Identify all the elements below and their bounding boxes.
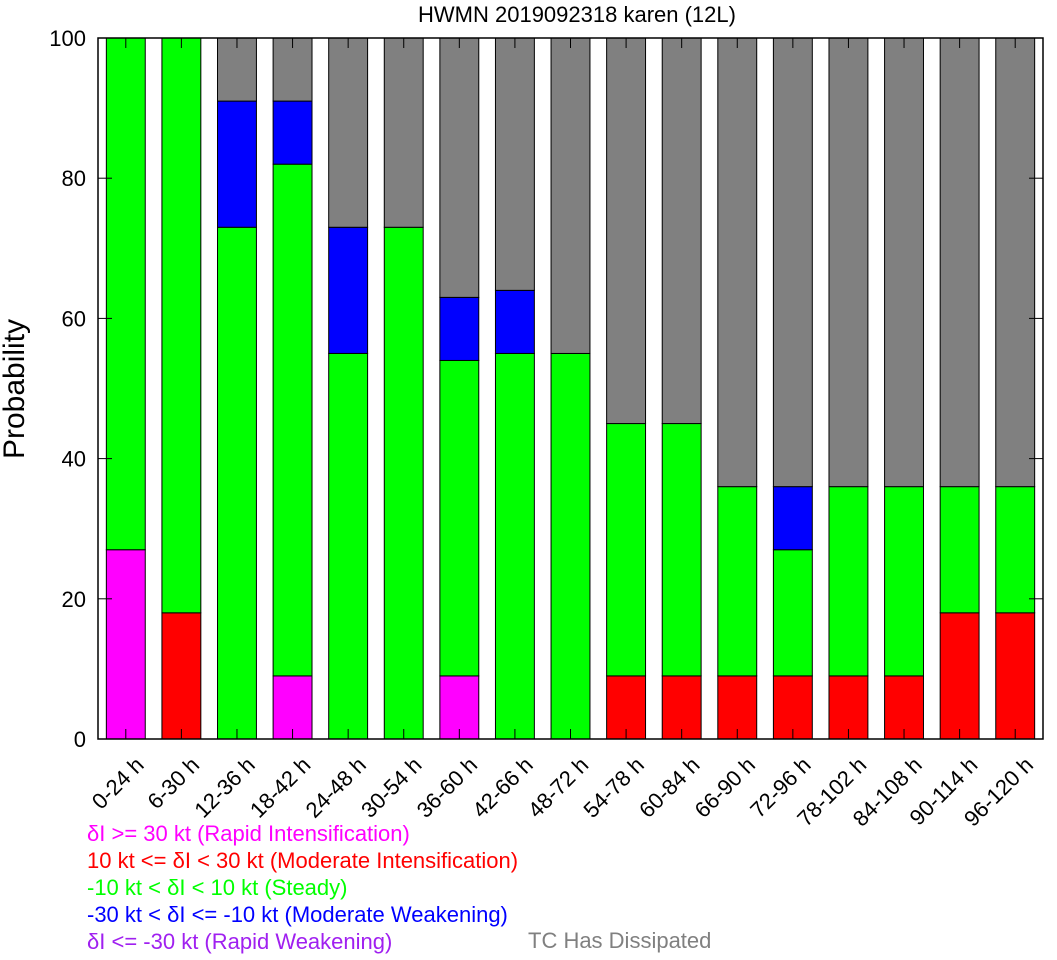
- x-tick-label-0-24-h: 0-24 h: [87, 752, 149, 814]
- x-tick-label-24-48-h: 24-48 h: [301, 752, 371, 822]
- legend-entry-rapid-weakening: δI <= -30 kt (Rapid Weakening): [87, 929, 393, 954]
- bar-segment-dissipated-66-90-h: [717, 37, 758, 488]
- bar-segment-moderate-weakening-72-96-h: [772, 486, 813, 551]
- bar-segment-steady-18-42-h: [272, 163, 313, 677]
- bar-segment-moderate-intensification-84-108-h: [884, 675, 924, 740]
- bar-segment-steady-90-114-h: [939, 486, 980, 614]
- x-tick-label-48-72-h: 48-72 h: [523, 752, 593, 822]
- bar-segment-steady-66-90-h: [717, 486, 758, 677]
- bar-segment-steady-0-24-h: [105, 37, 146, 551]
- bar-segment-steady-84-108-h: [884, 486, 924, 677]
- bar-segment-moderate-intensification-6-30-h: [161, 612, 202, 740]
- bar-segment-moderate-intensification-96-120-h: [995, 612, 1036, 740]
- x-tick-label-42-66-h: 42-66 h: [467, 752, 537, 822]
- legend-entry-steady: -10 kt < δI < 10 kt (Steady): [87, 875, 348, 900]
- bar-segment-dissipated-48-72-h: [550, 37, 591, 354]
- y-tick-label-80: 80: [62, 166, 86, 191]
- bar-segment-dissipated-72-96-h: [772, 37, 813, 488]
- bar-segment-dissipated-12-36-h: [217, 37, 257, 102]
- bar-segment-moderate-weakening-42-66-h: [494, 289, 535, 354]
- bar-segment-steady-96-120-h: [995, 486, 1036, 614]
- bar-segment-steady-60-84-h: [661, 423, 702, 677]
- bar-segment-dissipated-36-60-h: [439, 37, 480, 298]
- legend: δI >= 30 kt (Rapid Intensification) 10 k…: [87, 820, 518, 955]
- bar-segment-dissipated-30-54-h: [383, 37, 424, 228]
- bar-segment-moderate-weakening-18-42-h: [272, 100, 313, 165]
- bar-segment-steady-24-48-h: [328, 352, 369, 740]
- bar-segment-steady-54-78-h: [606, 423, 647, 677]
- bar-segment-dissipated-60-84-h: [661, 37, 702, 425]
- bar-segment-moderate-intensification-90-114-h: [939, 612, 980, 740]
- bar-segment-steady-72-96-h: [772, 549, 813, 677]
- bar-segment-steady-6-30-h: [161, 37, 202, 614]
- bar-segment-steady-36-60-h: [439, 359, 480, 677]
- bar-segment-dissipated-90-114-h: [939, 37, 980, 488]
- y-tick-label-100: 100: [49, 26, 86, 51]
- bar-segment-steady-78-102-h: [828, 486, 869, 677]
- bar-segment-dissipated-42-66-h: [494, 37, 535, 291]
- x-tick-label-30-54-h: 30-54 h: [356, 752, 426, 822]
- legend-entry-tc-dissipated: TC Has Dissipated: [528, 928, 712, 953]
- plot-frame: [97, 37, 1044, 740]
- legend-entry-rapid-intensification: δI >= 30 kt (Rapid Intensification): [87, 821, 410, 846]
- x-tick-label-18-42-h: 18-42 h: [245, 752, 315, 822]
- legend-entry-moderate-intensification: 10 kt <= δI < 30 kt (Moderate Intensific…: [87, 848, 519, 873]
- bar-segment-steady-30-54-h: [383, 226, 424, 740]
- bars-group: [105, 37, 1036, 740]
- y-tick-label-60: 60: [62, 306, 86, 331]
- bar-segment-steady-42-66-h: [494, 352, 535, 740]
- bar-segment-rapid-intensification-36-60-h: [439, 675, 480, 740]
- x-tick-label-66-90-h: 66-90 h: [690, 752, 760, 822]
- bar-segment-moderate-weakening-36-60-h: [439, 296, 480, 361]
- bar-segment-dissipated-84-108-h: [884, 37, 924, 488]
- bar-segment-rapid-intensification-0-24-h: [105, 549, 146, 740]
- legend-entry-moderate-weakening: -30 kt < δI <= -10 kt (Moderate Weakenin…: [87, 902, 508, 927]
- bar-segment-dissipated-78-102-h: [828, 37, 869, 488]
- bar-segment-moderate-intensification-72-96-h: [772, 675, 813, 740]
- bar-segment-moderate-weakening-24-48-h: [328, 226, 369, 354]
- bar-segment-dissipated-24-48-h: [328, 37, 369, 228]
- y-tick-label-0: 0: [74, 727, 86, 752]
- x-tick-label-54-78-h: 54-78 h: [578, 752, 648, 822]
- chart-title: HWMN 2019092318 karen (12L): [418, 2, 736, 27]
- x-tick-label-12-36-h: 12-36 h: [189, 752, 259, 822]
- x-tick-label-60-84-h: 60-84 h: [634, 752, 704, 822]
- bar-segment-dissipated-54-78-h: [606, 37, 647, 425]
- y-tick-label-20: 20: [62, 587, 86, 612]
- y-tick-label-40: 40: [62, 447, 86, 472]
- bar-segment-steady-12-36-h: [217, 226, 257, 740]
- bar-segment-moderate-weakening-12-36-h: [217, 100, 257, 228]
- bar-segment-moderate-intensification-60-84-h: [661, 675, 702, 740]
- bar-segment-steady-48-72-h: [550, 352, 591, 740]
- y-axis-label: Probability: [0, 319, 31, 459]
- bar-segment-rapid-intensification-18-42-h: [272, 675, 313, 740]
- x-tick-label-36-60-h: 36-60 h: [412, 752, 482, 822]
- bar-segment-dissipated-96-120-h: [995, 37, 1036, 488]
